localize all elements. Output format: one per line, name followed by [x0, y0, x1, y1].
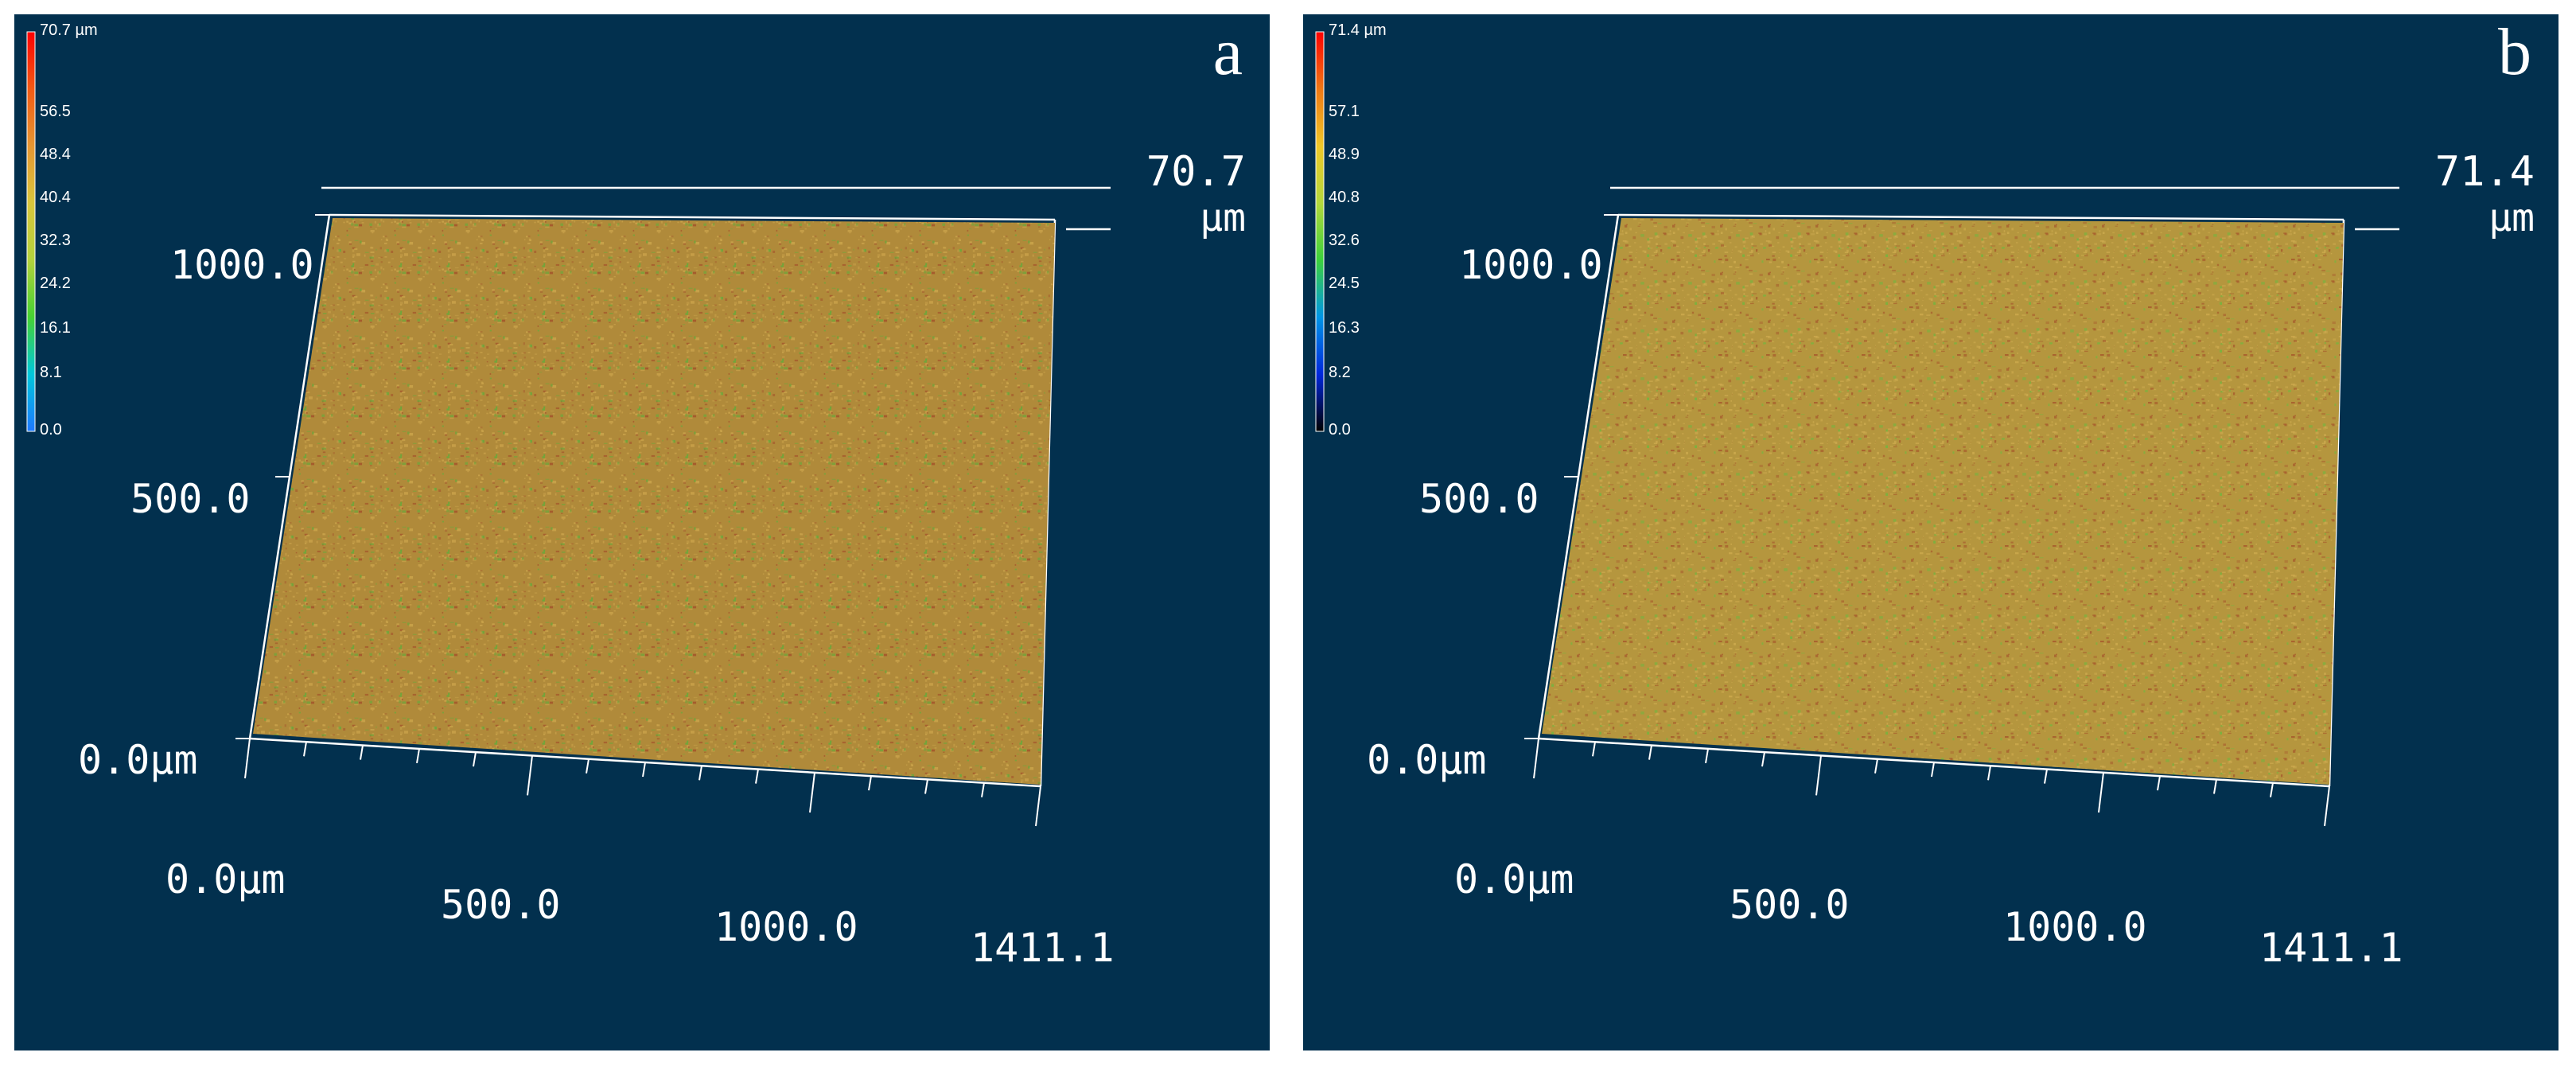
- x-tick-b: [1705, 748, 1709, 764]
- surface-a: [253, 218, 1055, 785]
- x-axis-label-b: 0.0µm: [1454, 856, 1574, 902]
- far-edge-line-b: [1617, 213, 2344, 221]
- x-tick-b: [1648, 745, 1652, 760]
- colorbar-tick-label-b: 32.6: [1329, 232, 1360, 249]
- y-axis-label-a: 500.0: [130, 476, 251, 522]
- colorbar-tick-label-b: 48.9: [1329, 146, 1360, 163]
- x-axis-label-a: 0.0µm: [165, 856, 286, 902]
- colorbar-tick-label-a: 24.2: [40, 275, 71, 292]
- x-tick-b: [1874, 758, 1878, 774]
- colorbar-tick-label-a: 16.1: [40, 319, 71, 337]
- x-tick-b: [1761, 751, 1765, 767]
- x-tick-b: [2324, 785, 2330, 827]
- ticks-b: [1524, 214, 2330, 827]
- surface-plot-b: [1315, 31, 2399, 827]
- x-tick-a: [244, 738, 251, 779]
- x-axis-label-b: 1411.1: [2259, 925, 2403, 971]
- z-axis-max-label-b: 71.4: [2434, 148, 2535, 196]
- y-axis-label-b: 1000.0: [1459, 242, 1603, 288]
- y-axis-label-a: 0.0µm: [78, 737, 198, 783]
- surface-panel-a: a 70.7 µm 56.5 48.4 40.4 32.3 24.2 16.1 …: [14, 14, 1270, 1050]
- x-tick-b: [1533, 738, 1539, 779]
- far-edge-line-a: [329, 213, 1056, 221]
- x-tick-a: [642, 762, 646, 778]
- colorbar-max-label-a: 70.7 µm: [40, 21, 98, 39]
- colorbar-tick-label-a: 40.4: [40, 189, 71, 206]
- colorbar-b: [1315, 31, 1325, 432]
- x-tick-a: [360, 745, 364, 760]
- y-axis-label-b: 500.0: [1419, 476, 1539, 522]
- x-tick-b: [2044, 769, 2048, 784]
- x-axis-label-b: 1000.0: [2003, 904, 2147, 950]
- colorbar-tick-label-b: 16.3: [1329, 319, 1360, 337]
- x-tick-a: [698, 766, 702, 781]
- colorbar-tick-label-a: 0.0: [40, 421, 62, 439]
- y-axis-label-a: 1000.0: [170, 242, 314, 288]
- x-tick-b: [1987, 766, 1991, 781]
- surface-b: [1542, 218, 2344, 785]
- x-tick-a: [473, 751, 477, 767]
- surface-plot-a: [26, 31, 1111, 827]
- colorbar-tick-label-b: 40.8: [1329, 189, 1360, 206]
- x-axis-label-a: 1411.1: [971, 925, 1115, 971]
- surface-panel-b: b 71.4 µm 57.1 48.9 40.8 32.6 24.5 16.3 …: [1303, 14, 2558, 1050]
- x-tick-a: [809, 772, 815, 813]
- panel-label-b: b: [2498, 15, 2531, 89]
- x-tick-a: [303, 742, 307, 757]
- x-tick-b: [2157, 775, 2161, 791]
- ticks-a: [235, 214, 1041, 827]
- x-tick-b: [2213, 779, 2217, 794]
- x-tick-a: [527, 755, 533, 796]
- x-tick-b: [2270, 782, 2274, 797]
- z-axis-max-label-a: 70.7: [1146, 148, 1246, 196]
- colorbar-tick-label-a: 56.5: [40, 103, 71, 120]
- colorbar-tick-label-a: 8.1: [40, 364, 62, 381]
- x-tick-a: [755, 769, 759, 784]
- x-tick-b: [1815, 755, 1822, 796]
- colorbar-a: [26, 31, 36, 432]
- x-tick-a: [1035, 785, 1041, 827]
- colorbar-tick-label-a: 48.4: [40, 146, 71, 163]
- colorbar-tick-label-a: 32.3: [40, 232, 71, 249]
- x-axis-label-a: 500.0: [441, 882, 561, 928]
- x-tick-a: [981, 782, 985, 797]
- x-tick-b: [1592, 742, 1596, 757]
- x-axis-label-b: 500.0: [1730, 882, 1850, 928]
- colorbar-tick-label-b: 57.1: [1329, 103, 1360, 120]
- colorbar-tick-label-b: 0.0: [1329, 421, 1351, 439]
- x-tick-a: [586, 758, 590, 774]
- z-axis-unit-label-b: µm: [2488, 196, 2535, 240]
- panel-label-a: a: [1212, 15, 1243, 89]
- x-tick-a: [416, 748, 420, 764]
- colorbar-tick-label-b: 8.2: [1329, 364, 1351, 381]
- colorbar-max-label-b: 71.4 µm: [1329, 21, 1387, 39]
- y-axis-label-b: 0.0µm: [1367, 737, 1487, 783]
- x-tick-a: [924, 779, 928, 794]
- x-tick-a: [868, 775, 872, 791]
- x-tick-b: [2098, 772, 2104, 813]
- colorbar-tick-label-b: 24.5: [1329, 275, 1360, 292]
- x-axis-label-a: 1000.0: [714, 904, 858, 950]
- x-tick-b: [1931, 762, 1935, 778]
- z-axis-unit-label-a: µm: [1200, 196, 1246, 240]
